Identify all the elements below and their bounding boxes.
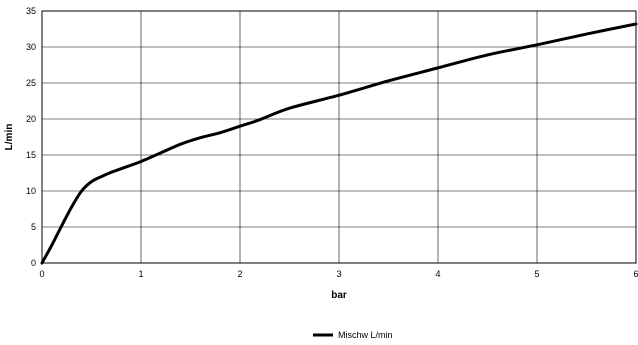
tick-labels: 0 5 10 15 20 25 30 35 0 1 2 3 4 5 6 xyxy=(26,6,638,279)
grid xyxy=(41,10,637,264)
y-tick-label: 10 xyxy=(26,186,36,196)
x-tick-label: 0 xyxy=(39,269,44,279)
y-tick-label: 25 xyxy=(26,78,36,88)
y-tick-label: 30 xyxy=(26,42,36,52)
y-tick-label: 35 xyxy=(26,6,36,16)
x-tick-label: 4 xyxy=(435,269,440,279)
x-tick-label: 1 xyxy=(138,269,143,279)
x-tick-label: 2 xyxy=(237,269,242,279)
x-tick-label: 5 xyxy=(534,269,539,279)
series-line xyxy=(40,22,638,265)
legend: Mischw L/min xyxy=(313,330,393,340)
y-tick-label: 20 xyxy=(26,114,36,124)
y-axis-label: L/min xyxy=(4,124,15,151)
y-tick-label: 0 xyxy=(31,258,36,268)
x-tick-label: 3 xyxy=(336,269,341,279)
y-tick-label: 5 xyxy=(31,222,36,232)
legend-label: Mischw L/min xyxy=(338,330,393,340)
plot-frame xyxy=(41,10,637,264)
x-tick-label: 6 xyxy=(633,269,638,279)
x-axis-label: bar xyxy=(331,290,347,301)
y-tick-label: 15 xyxy=(26,150,36,160)
series-lines xyxy=(40,22,638,265)
